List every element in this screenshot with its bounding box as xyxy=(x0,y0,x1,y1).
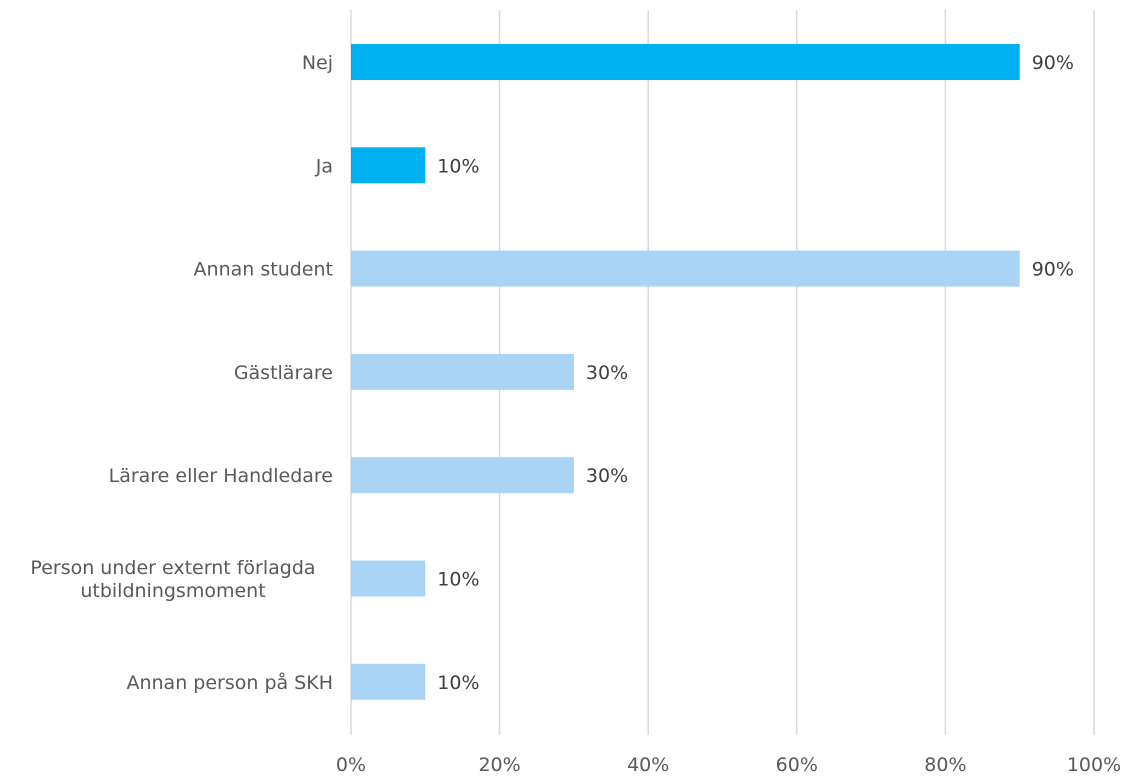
category-label: Gästlärare xyxy=(234,362,333,384)
data-label: 30% xyxy=(586,465,628,487)
data-label: 10% xyxy=(437,569,479,591)
x-tick-label: 20% xyxy=(478,754,520,774)
category-label: Annan person på SKH xyxy=(126,671,333,694)
category-label: Person under externt förlagda utbildnings… xyxy=(30,557,315,602)
category-label-line: Lärare eller Handledare xyxy=(109,465,333,487)
category-label: Nej xyxy=(302,52,333,74)
category-label-line: Person under externt förlagda xyxy=(30,557,315,579)
x-tick-label: 40% xyxy=(627,754,669,774)
x-tick-label: 100% xyxy=(1067,754,1121,774)
bar xyxy=(351,663,426,700)
category-label-line: Annan student xyxy=(194,259,333,281)
x-tick-label: 60% xyxy=(776,754,818,774)
category-label-line: utbildningsmoment xyxy=(80,580,265,602)
data-label: 10% xyxy=(437,155,479,177)
bars xyxy=(351,44,1020,700)
data-label: 10% xyxy=(437,672,479,694)
bar xyxy=(351,44,1020,80)
category-label: Lärare eller Handledare xyxy=(109,465,333,487)
category-label-line: Nej xyxy=(302,52,333,74)
category-label: Ja xyxy=(315,155,333,177)
category-label: Annan student xyxy=(194,259,333,281)
gridlines xyxy=(350,10,1095,735)
bar xyxy=(351,250,1020,287)
bar xyxy=(351,560,426,597)
category-labels: Nej Ja Annan student Gästlärare Lärare eller… xyxy=(30,52,333,694)
bar xyxy=(351,457,574,494)
data-labels: 90% 10% 90% 30% 30% 10% 10% xyxy=(437,52,1074,694)
bar xyxy=(351,147,426,184)
x-tick-label: 80% xyxy=(924,754,966,774)
data-label: 90% xyxy=(1032,259,1074,281)
bar xyxy=(351,353,574,390)
x-tick-label: 0% xyxy=(336,754,366,774)
data-label: 90% xyxy=(1032,52,1074,74)
category-label-line: Annan person på SKH xyxy=(126,671,333,694)
category-label-line: Ja xyxy=(315,155,333,177)
category-label-line: Gästlärare xyxy=(234,362,333,384)
data-label: 30% xyxy=(586,362,628,384)
x-axis-tick-labels: 0% 20% 40% 60% 80% 100% xyxy=(336,754,1121,776)
